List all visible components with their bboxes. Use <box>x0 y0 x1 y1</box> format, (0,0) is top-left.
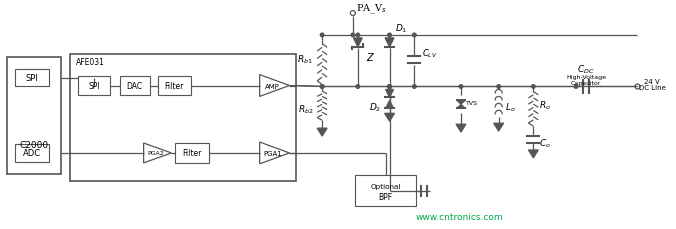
Text: Optional: Optional <box>370 183 401 189</box>
FancyBboxPatch shape <box>175 143 209 163</box>
Circle shape <box>412 85 416 89</box>
Text: $R_{b1}$: $R_{b1}$ <box>297 53 313 66</box>
Text: $D_1$: $D_1$ <box>395 23 407 35</box>
Circle shape <box>388 85 391 89</box>
Text: $C_{LV}$: $C_{LV}$ <box>422 47 438 60</box>
Text: $R_o$: $R_o$ <box>539 99 551 111</box>
FancyBboxPatch shape <box>70 55 296 181</box>
Text: $Z$: $Z$ <box>366 51 375 63</box>
Circle shape <box>531 85 535 89</box>
Polygon shape <box>354 39 362 48</box>
Text: $R_{b2}$: $R_{b2}$ <box>297 103 313 115</box>
Text: $L_o$: $L_o$ <box>504 101 515 113</box>
Circle shape <box>320 34 324 38</box>
Text: Capacitor: Capacitor <box>571 81 601 86</box>
Circle shape <box>356 85 360 89</box>
Text: AMP: AMP <box>265 83 280 89</box>
FancyBboxPatch shape <box>15 144 49 162</box>
Text: PGA1: PGA1 <box>263 150 282 156</box>
FancyBboxPatch shape <box>355 175 416 207</box>
Text: Filter: Filter <box>183 149 202 158</box>
Text: SPI: SPI <box>89 82 100 91</box>
Text: High-Voltage: High-Voltage <box>566 75 606 80</box>
FancyBboxPatch shape <box>158 76 191 96</box>
Polygon shape <box>529 150 538 158</box>
Polygon shape <box>456 125 466 133</box>
Text: $C_o$: $C_o$ <box>539 137 551 150</box>
Text: Filter: Filter <box>165 82 184 91</box>
Polygon shape <box>260 75 289 97</box>
Polygon shape <box>385 39 394 48</box>
Circle shape <box>356 34 360 38</box>
Circle shape <box>574 85 578 89</box>
Circle shape <box>412 34 416 38</box>
Circle shape <box>497 85 500 89</box>
Circle shape <box>351 34 355 38</box>
Text: TVS: TVS <box>466 101 478 105</box>
Circle shape <box>388 85 391 89</box>
Text: DC Line: DC Line <box>639 85 666 91</box>
Polygon shape <box>317 129 327 136</box>
Circle shape <box>388 85 391 89</box>
Circle shape <box>350 12 356 16</box>
Text: C2000: C2000 <box>20 140 49 149</box>
Text: www.cntronics.com: www.cntronics.com <box>415 212 503 221</box>
Polygon shape <box>260 142 289 164</box>
Circle shape <box>459 85 463 89</box>
Circle shape <box>635 85 640 90</box>
Text: DAC: DAC <box>126 82 143 91</box>
Polygon shape <box>457 105 465 109</box>
Text: SPI: SPI <box>25 74 38 83</box>
Text: AFE031: AFE031 <box>76 58 105 67</box>
Circle shape <box>388 34 391 38</box>
FancyBboxPatch shape <box>120 76 149 96</box>
Text: PA_V$_s$: PA_V$_s$ <box>356 3 387 16</box>
Text: $D_2$: $D_2$ <box>369 101 382 113</box>
Polygon shape <box>385 114 395 122</box>
Circle shape <box>320 85 324 89</box>
FancyBboxPatch shape <box>7 57 62 174</box>
Text: $C_{DC}$: $C_{DC}$ <box>577 63 595 76</box>
Polygon shape <box>493 124 504 131</box>
Polygon shape <box>457 101 465 105</box>
Text: BPF: BPF <box>379 193 393 202</box>
FancyBboxPatch shape <box>78 76 110 96</box>
Text: ADC: ADC <box>22 149 41 158</box>
Text: PGA2: PGA2 <box>147 151 164 156</box>
Polygon shape <box>385 90 393 98</box>
Text: 24 V: 24 V <box>644 78 660 84</box>
Circle shape <box>320 85 324 89</box>
Polygon shape <box>143 143 172 163</box>
Polygon shape <box>385 101 393 109</box>
FancyBboxPatch shape <box>15 69 49 87</box>
